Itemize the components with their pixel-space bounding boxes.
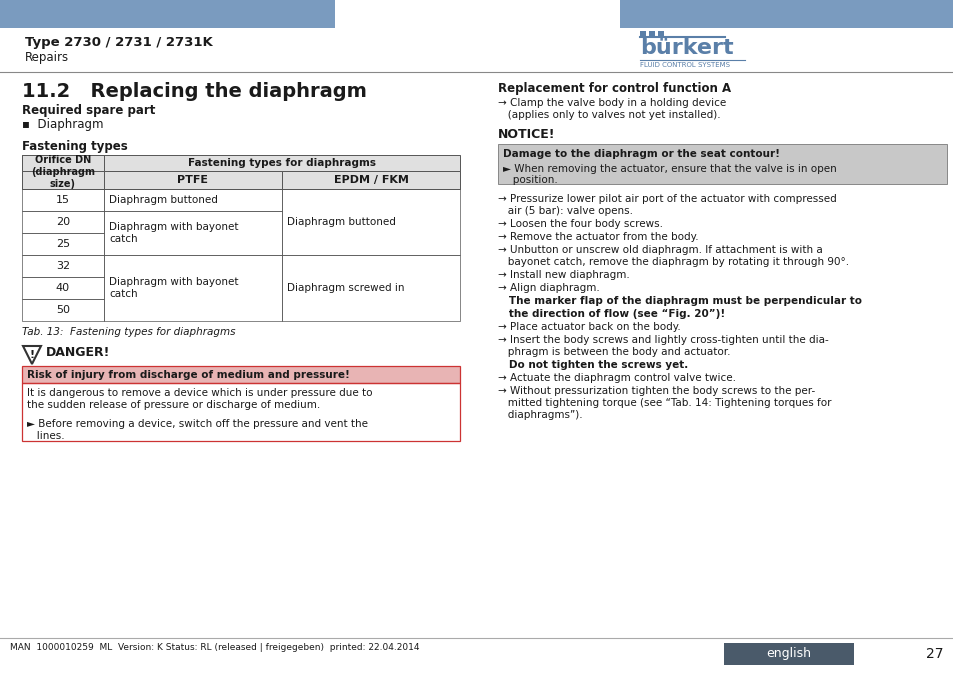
Text: MAN  1000010259  ML  Version: K Status: RL (released | freigegeben)  printed: 22: MAN 1000010259 ML Version: K Status: RL … xyxy=(10,643,419,652)
Text: → Clamp the valve body in a holding device: → Clamp the valve body in a holding devi… xyxy=(497,98,725,108)
Text: ► Before removing a device, switch off the pressure and vent the
   lines.: ► Before removing a device, switch off t… xyxy=(27,419,368,441)
Text: phragm is between the body and actuator.: phragm is between the body and actuator. xyxy=(497,347,730,357)
Text: Required spare part: Required spare part xyxy=(22,104,155,117)
Text: Fastening types: Fastening types xyxy=(22,140,128,153)
Text: english: english xyxy=(765,647,811,660)
Text: → Align diaphragm.: → Align diaphragm. xyxy=(497,283,599,293)
Bar xyxy=(639,31,645,36)
Text: The marker flap of the diaphragm must be perpendicular to: The marker flap of the diaphragm must be… xyxy=(497,296,862,306)
Text: Do not tighten the screws yet.: Do not tighten the screws yet. xyxy=(497,360,687,370)
Bar xyxy=(22,155,459,171)
Text: Damage to the diaphragm or the seat contour!: Damage to the diaphragm or the seat cont… xyxy=(502,149,780,159)
Text: mitted tightening torque (see “Tab. 14: Tightening torques for: mitted tightening torque (see “Tab. 14: … xyxy=(497,398,831,408)
Text: 15: 15 xyxy=(56,195,70,205)
Text: PTFE: PTFE xyxy=(177,175,209,185)
Text: 40: 40 xyxy=(56,283,70,293)
Text: → Without pressurization tighten the body screws to the per-: → Without pressurization tighten the bod… xyxy=(497,386,815,396)
Text: Diaphragm buttoned: Diaphragm buttoned xyxy=(287,217,395,227)
Bar xyxy=(22,383,459,441)
Bar xyxy=(723,643,853,665)
Text: Diaphragm with bayonet
catch: Diaphragm with bayonet catch xyxy=(109,277,238,299)
Bar xyxy=(282,255,459,321)
Bar xyxy=(619,0,953,28)
Text: 11.2   Replacing the diaphragm: 11.2 Replacing the diaphragm xyxy=(22,82,367,101)
Text: EPDM / FKM: EPDM / FKM xyxy=(334,175,408,185)
Text: air (5 bar): valve opens.: air (5 bar): valve opens. xyxy=(497,206,633,216)
Text: → Actuate the diaphragm control valve twice.: → Actuate the diaphragm control valve tw… xyxy=(497,373,735,383)
Text: Diaphragm buttoned: Diaphragm buttoned xyxy=(109,195,217,205)
Text: NOTICE!: NOTICE! xyxy=(497,128,555,141)
Text: Tab. 13:  Fastening types for diaphragms: Tab. 13: Fastening types for diaphragms xyxy=(22,327,235,337)
Text: Orifice DN
(diaphragm
size): Orifice DN (diaphragm size) xyxy=(30,155,95,188)
Bar xyxy=(104,171,282,189)
Text: → Install new diaphragm.: → Install new diaphragm. xyxy=(497,270,629,280)
Text: bürkert: bürkert xyxy=(639,38,733,58)
Text: DANGER!: DANGER! xyxy=(46,346,111,359)
Bar xyxy=(22,171,459,189)
Text: bayonet catch, remove the diaphragm by rotating it through 90°.: bayonet catch, remove the diaphragm by r… xyxy=(497,257,848,267)
Text: → Loosen the four body screws.: → Loosen the four body screws. xyxy=(497,219,662,229)
Bar xyxy=(22,255,104,277)
Bar xyxy=(282,171,459,189)
Bar xyxy=(22,366,459,383)
Bar xyxy=(658,31,663,36)
Text: → Pressurize lower pilot air port of the actuator with compressed: → Pressurize lower pilot air port of the… xyxy=(497,194,836,204)
Text: → Place actuator back on the body.: → Place actuator back on the body. xyxy=(497,322,680,332)
Bar xyxy=(282,189,459,255)
Text: Repairs: Repairs xyxy=(25,51,69,64)
Bar xyxy=(22,233,104,255)
Bar xyxy=(497,144,946,184)
Bar xyxy=(22,299,104,321)
Text: !: ! xyxy=(30,350,34,360)
Text: Diaphragm screwed in: Diaphragm screwed in xyxy=(287,283,404,293)
Bar xyxy=(0,0,335,28)
Bar xyxy=(22,155,104,189)
Text: Type 2730 / 2731 / 2731K: Type 2730 / 2731 / 2731K xyxy=(25,36,213,49)
Text: It is dangerous to remove a device which is under pressure due to
the sudden rel: It is dangerous to remove a device which… xyxy=(27,388,372,410)
Text: the direction of flow (see “Fig. 20”)!: the direction of flow (see “Fig. 20”)! xyxy=(497,309,724,319)
Text: Risk of injury from discharge of medium and pressure!: Risk of injury from discharge of medium … xyxy=(27,369,350,380)
Text: → Unbutton or unscrew old diaphragm. If attachment is with a: → Unbutton or unscrew old diaphragm. If … xyxy=(497,245,821,255)
Text: Diaphragm with bayonet
catch: Diaphragm with bayonet catch xyxy=(109,222,238,244)
Bar xyxy=(104,255,282,321)
Text: → Insert the body screws and lightly cross-tighten until the dia-: → Insert the body screws and lightly cro… xyxy=(497,335,828,345)
Text: 25: 25 xyxy=(56,239,70,249)
Text: 27: 27 xyxy=(925,647,943,661)
Text: 32: 32 xyxy=(56,261,70,271)
Text: Replacement for control function A: Replacement for control function A xyxy=(497,82,730,95)
Bar xyxy=(22,211,104,233)
Bar xyxy=(22,277,104,299)
Text: 20: 20 xyxy=(56,217,70,227)
Text: ▪  Diaphragm: ▪ Diaphragm xyxy=(22,118,103,131)
Text: → Remove the actuator from the body.: → Remove the actuator from the body. xyxy=(497,232,698,242)
Text: ► When removing the actuator, ensure that the valve is in open: ► When removing the actuator, ensure tha… xyxy=(502,164,836,174)
Text: diaphragms”).: diaphragms”). xyxy=(497,410,582,420)
Text: (applies only to valves not yet installed).: (applies only to valves not yet installe… xyxy=(497,110,720,120)
Bar xyxy=(104,189,282,211)
Bar xyxy=(104,211,282,255)
Text: position.: position. xyxy=(502,175,558,185)
Bar xyxy=(648,31,655,36)
Text: FLUID CONTROL SYSTEMS: FLUID CONTROL SYSTEMS xyxy=(639,62,729,68)
Text: 50: 50 xyxy=(56,305,70,315)
Text: Fastening types for diaphragms: Fastening types for diaphragms xyxy=(188,158,375,168)
Bar xyxy=(22,189,104,211)
